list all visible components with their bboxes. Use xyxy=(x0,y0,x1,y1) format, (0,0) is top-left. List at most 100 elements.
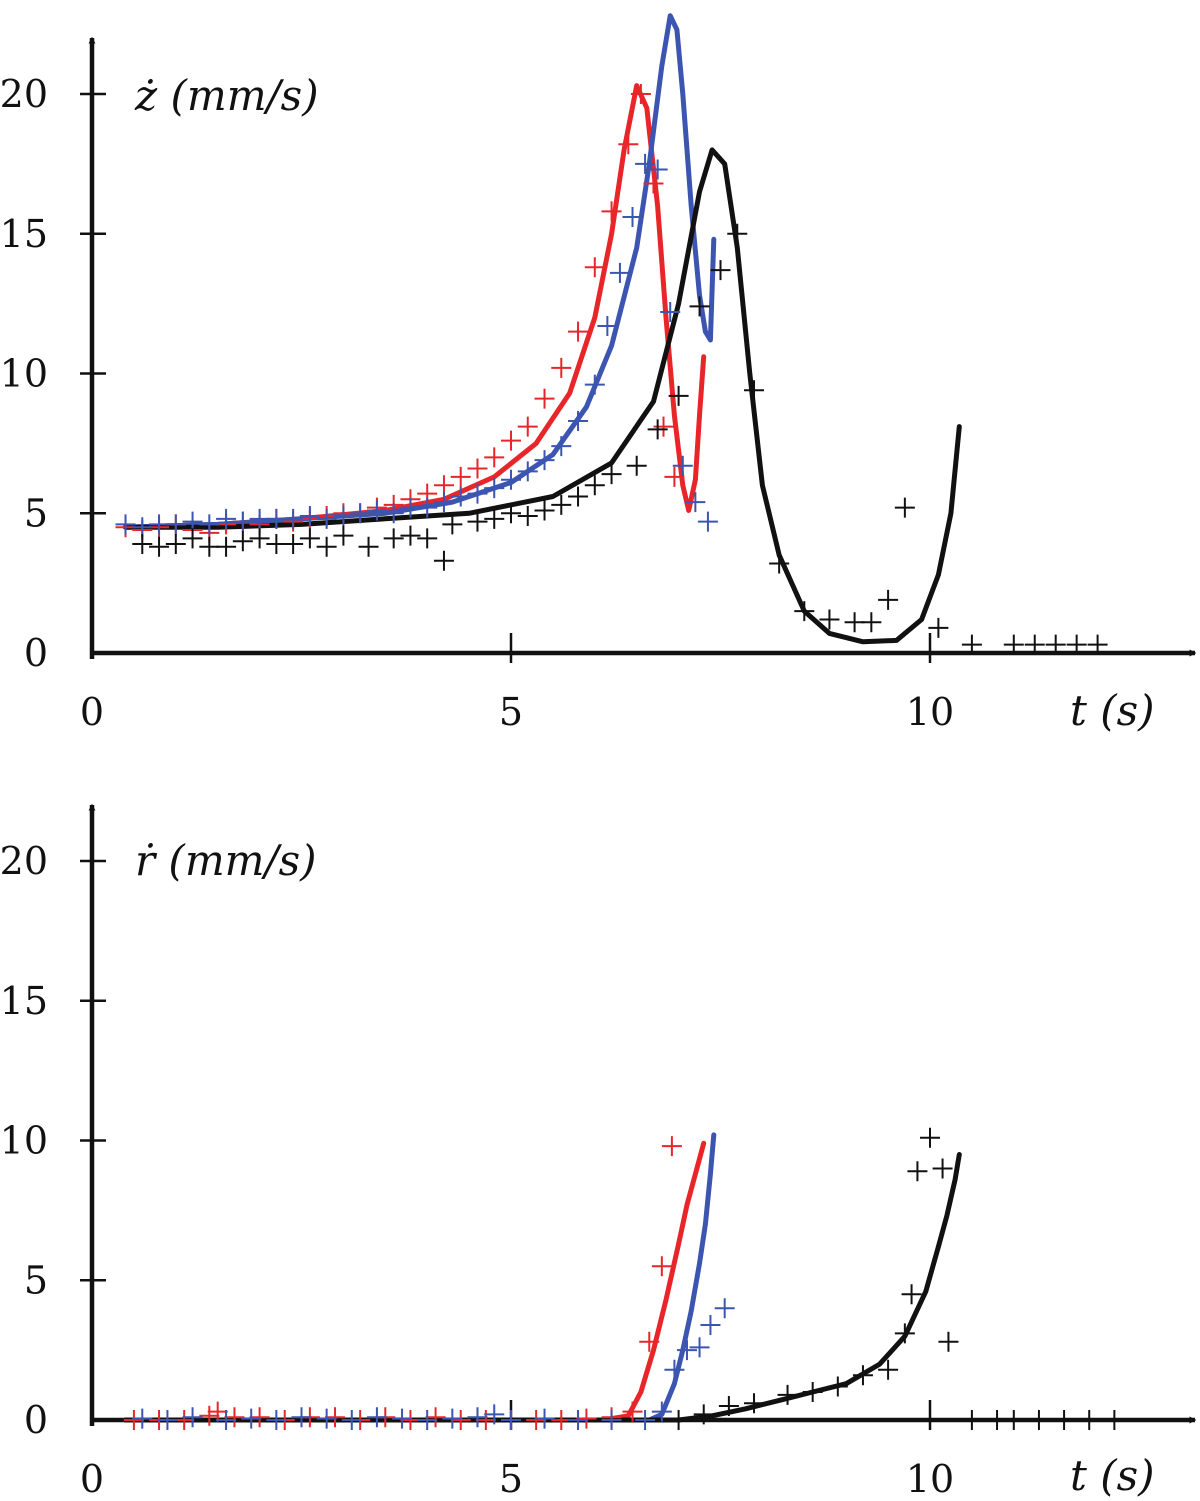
data-point xyxy=(653,416,674,437)
y-tick-label: 5 xyxy=(24,491,48,535)
data-point xyxy=(1054,1410,1075,1430)
data-point xyxy=(609,262,630,283)
series-line xyxy=(123,1140,707,1423)
data-point xyxy=(819,609,840,630)
data-point xyxy=(216,1410,237,1430)
data-point xyxy=(249,508,270,529)
x-tick-label: 5 xyxy=(499,1457,523,1501)
data-point xyxy=(568,321,589,342)
data-point xyxy=(1066,634,1087,655)
data-point xyxy=(894,497,915,518)
data-point xyxy=(938,1331,959,1352)
data-point xyxy=(174,1410,195,1430)
data-point xyxy=(182,1407,203,1428)
data-point xyxy=(1087,634,1108,655)
series-line xyxy=(123,83,707,530)
x-tick-label: 0 xyxy=(80,690,104,734)
data-point xyxy=(316,508,337,529)
data-point xyxy=(928,617,949,638)
data-point xyxy=(165,533,186,554)
data-point xyxy=(266,1410,287,1430)
data-point xyxy=(584,475,605,496)
data-point xyxy=(425,1407,446,1428)
y-tick-label: 10 xyxy=(0,1119,48,1163)
data-point xyxy=(366,500,387,521)
data-point xyxy=(383,503,404,524)
data-point xyxy=(366,1407,387,1428)
data-point xyxy=(584,257,605,278)
data-point xyxy=(551,494,572,515)
data-point xyxy=(299,528,320,549)
data-point xyxy=(433,492,454,513)
plot-area: 0 5 10 0 5 10 15 20 xyxy=(0,13,1197,734)
data-point xyxy=(1003,634,1024,655)
data-point xyxy=(568,486,589,507)
data-point xyxy=(341,1410,362,1430)
data-point xyxy=(501,469,521,490)
data-point xyxy=(216,508,237,529)
data-point xyxy=(676,1340,697,1361)
data-point xyxy=(232,511,253,532)
data-point xyxy=(484,447,505,468)
data-point xyxy=(647,419,668,440)
data-point xyxy=(199,536,220,557)
data-point xyxy=(1024,634,1045,655)
data-point xyxy=(333,506,354,527)
data-point xyxy=(182,528,203,549)
data-point xyxy=(266,533,287,554)
data-point xyxy=(894,1323,915,1344)
data-point xyxy=(635,1410,656,1430)
data-point xyxy=(442,1408,463,1429)
data-point xyxy=(568,411,589,432)
data-point xyxy=(597,315,618,336)
data-point xyxy=(714,1298,735,1319)
data-point xyxy=(710,260,731,281)
data-point xyxy=(299,506,320,527)
y-tick-label: 5 xyxy=(24,1258,48,1302)
data-point xyxy=(878,1359,899,1380)
data-point xyxy=(1079,1410,1100,1430)
data-point xyxy=(689,1337,710,1358)
data-point xyxy=(700,1314,721,1335)
data-point xyxy=(442,514,463,535)
data-point xyxy=(149,536,170,557)
data-point xyxy=(467,458,488,479)
data-point xyxy=(249,528,270,549)
data-point xyxy=(1045,634,1066,655)
data-point xyxy=(115,514,136,535)
data-point xyxy=(467,1407,488,1428)
data-point xyxy=(501,503,521,524)
data-point xyxy=(601,1410,622,1430)
data-point xyxy=(123,1410,144,1430)
data-point xyxy=(1003,1410,1024,1430)
data-point xyxy=(622,206,643,227)
data-point xyxy=(501,430,521,451)
x-axis-label: t (s) xyxy=(1070,686,1155,735)
data-point xyxy=(450,466,471,487)
data-point xyxy=(802,1382,823,1403)
data-point xyxy=(626,455,647,476)
data-point xyxy=(718,1396,739,1417)
data-point xyxy=(417,1410,438,1430)
y-tick-label: 0 xyxy=(24,1398,48,1442)
data-point xyxy=(685,492,706,513)
data-point xyxy=(316,1408,337,1429)
y-tick-label: 0 xyxy=(24,631,48,675)
data-point xyxy=(987,1410,1008,1430)
data-point xyxy=(433,550,454,571)
data-point xyxy=(769,553,790,574)
data-point xyxy=(132,1408,153,1429)
data-point xyxy=(534,500,555,521)
data-point xyxy=(283,508,304,529)
data-point xyxy=(534,1408,555,1429)
data-point xyxy=(744,380,765,401)
data-point xyxy=(618,134,639,155)
data-point xyxy=(584,374,605,395)
data-point xyxy=(551,357,572,378)
data-point xyxy=(132,533,153,554)
data-point xyxy=(576,1408,597,1429)
data-point xyxy=(199,1405,220,1426)
data-point xyxy=(467,511,488,532)
data-point xyxy=(526,1410,547,1430)
data-point xyxy=(568,1410,589,1430)
